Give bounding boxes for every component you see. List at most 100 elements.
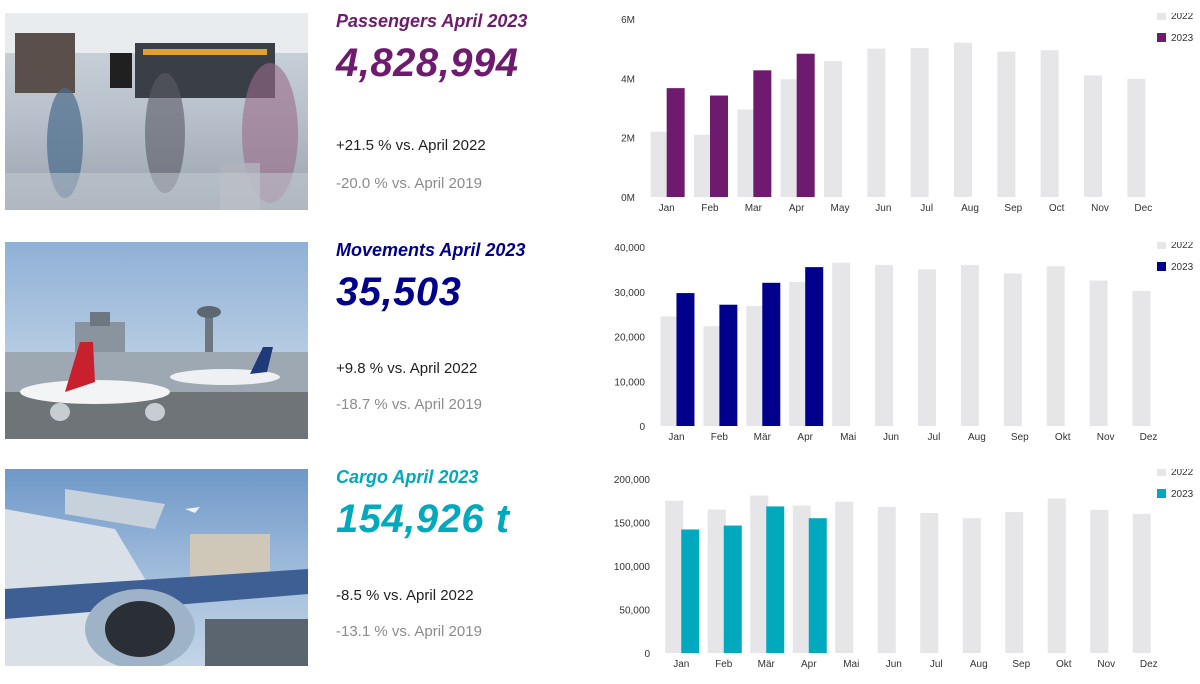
headline-value: 35,503 [336, 270, 462, 314]
bar-2022 [780, 79, 799, 197]
y-tick-label: 0 [639, 422, 645, 433]
airport-apron-photo [5, 242, 308, 439]
x-tick-label: Jan [668, 432, 684, 443]
comparison-2019: -20.0 % vs. April 2019 [336, 175, 482, 192]
x-tick-label: Nov [1091, 203, 1109, 214]
bar-2022 [1003, 273, 1022, 426]
comparison-2019: -13.1 % vs. April 2019 [336, 623, 482, 640]
bar-2022 [997, 51, 1016, 198]
x-tick-label: Okt [1056, 659, 1072, 670]
x-tick-label: Aug [961, 203, 979, 214]
legend-swatch [1157, 13, 1166, 20]
x-tick-label: Jul [930, 659, 943, 670]
legend-swatch [1157, 242, 1166, 249]
panel-title: Passengers April 2023 [336, 11, 528, 31]
x-tick-label: Jul [928, 432, 941, 443]
legend-swatch [1157, 262, 1166, 271]
x-tick-label: Dez [1140, 432, 1158, 443]
y-tick-label: 20,000 [614, 333, 645, 344]
x-tick-label: Jun [875, 203, 891, 214]
x-tick-label: Sep [1011, 432, 1029, 443]
bar-2022 [954, 42, 972, 197]
x-tick-label: Mai [843, 659, 859, 670]
bar-2022 [824, 61, 842, 198]
bar-2022 [1127, 78, 1146, 197]
headline-value: 4,828,994 [336, 41, 519, 85]
cargo-row: Cargo April 2023 154,926 t -8.5 % vs. Ap… [0, 467, 1200, 670]
bar-2023 [666, 88, 685, 197]
bar-2023 [681, 529, 700, 653]
comparison-prev-year: -8.5 % vs. April 2022 [336, 587, 474, 604]
y-tick-label: 2M [621, 134, 635, 145]
legend-label: 2022 [1171, 13, 1194, 22]
x-tick-label: Nov [1097, 432, 1115, 443]
x-tick-label: Mar [745, 203, 763, 214]
y-tick-label: 0M [621, 193, 635, 204]
x-tick-label: Apr [797, 432, 813, 443]
bar-2022 [877, 506, 896, 653]
legend-swatch [1157, 489, 1166, 498]
bar-2022 [660, 316, 679, 426]
bar-2023 [766, 506, 785, 653]
bar-2022 [665, 500, 684, 653]
bar-2022 [1089, 280, 1108, 426]
bar-2023 [676, 293, 695, 426]
bar-2022 [707, 509, 726, 653]
x-tick-label: Nov [1097, 659, 1115, 670]
legend-label: 2022 [1171, 469, 1194, 478]
x-tick-label: Jan [659, 203, 675, 214]
movements-chart: 0 10,000 20,000 30,000 40,000 Jan Feb Mär Apr Mai… [614, 242, 1194, 443]
x-tick-label: May [831, 203, 850, 214]
y-tick-label: 4M [621, 74, 635, 85]
passengers-chart: 0M 2M 4M 6M Jan Feb Mar Apr May Jun Jul Aug Sep Oct No… [621, 13, 1194, 214]
bar-2022 [1132, 290, 1151, 426]
bar-2022 [917, 269, 936, 426]
x-tick-label: Feb [701, 203, 719, 214]
bar-2022 [1047, 498, 1066, 653]
bar-2023 [719, 304, 738, 426]
x-tick-label: Mär [758, 659, 776, 670]
bar-2022 [789, 281, 808, 426]
x-tick-label: Aug [968, 432, 986, 443]
x-tick-label: Mai [840, 432, 856, 443]
headline-value: 154,926 t [336, 497, 510, 541]
bar-2022 [832, 262, 851, 426]
x-tick-label: Jun [886, 659, 902, 670]
panel-title: Movements April 2023 [336, 240, 526, 260]
x-tick-label: Oct [1049, 203, 1065, 214]
y-tick-label: 40,000 [614, 243, 645, 254]
x-tick-label: Sep [1004, 203, 1022, 214]
bar-2022 [920, 512, 939, 653]
y-tick-label: 10,000 [614, 377, 645, 388]
bar-2022 [1132, 513, 1151, 653]
legend-label: 2023 [1171, 489, 1194, 500]
x-tick-label: Dez [1140, 659, 1158, 670]
x-tick-label: Feb [711, 432, 729, 443]
x-tick-label: Aug [970, 659, 988, 670]
bar-2022 [962, 518, 981, 653]
x-tick-label: Dec [1134, 203, 1152, 214]
bar-2022 [746, 306, 765, 426]
bar-2022 [875, 264, 894, 426]
comparison-prev-year: +21.5 % vs. April 2022 [336, 137, 486, 154]
bar-2023 [753, 70, 772, 197]
bar-2022 [1084, 75, 1102, 197]
legend-label: 2023 [1171, 33, 1194, 44]
bar-2023 [710, 95, 728, 197]
bar-2022 [650, 131, 669, 197]
x-tick-label: Sep [1012, 659, 1030, 670]
bar-2023 [796, 53, 815, 198]
x-tick-label: Feb [715, 659, 733, 670]
y-tick-label: 50,000 [619, 606, 650, 617]
y-tick-label: 100,000 [614, 562, 651, 573]
movements-row: Movements April 2023 35,503 +9.8 % vs. A… [0, 240, 1200, 443]
bar-2023 [723, 525, 742, 653]
legend-swatch [1157, 469, 1166, 476]
bar-2022 [737, 109, 756, 197]
bar-2022 [694, 134, 712, 197]
passengers-row: Passengers April 2023 4,828,994 +21.5 % … [0, 11, 1200, 214]
bar-2022 [792, 505, 811, 653]
comparison-prev-year: +9.8 % vs. April 2022 [336, 360, 478, 377]
x-tick-label: Mär [754, 432, 772, 443]
y-tick-label: 200,000 [614, 475, 651, 486]
